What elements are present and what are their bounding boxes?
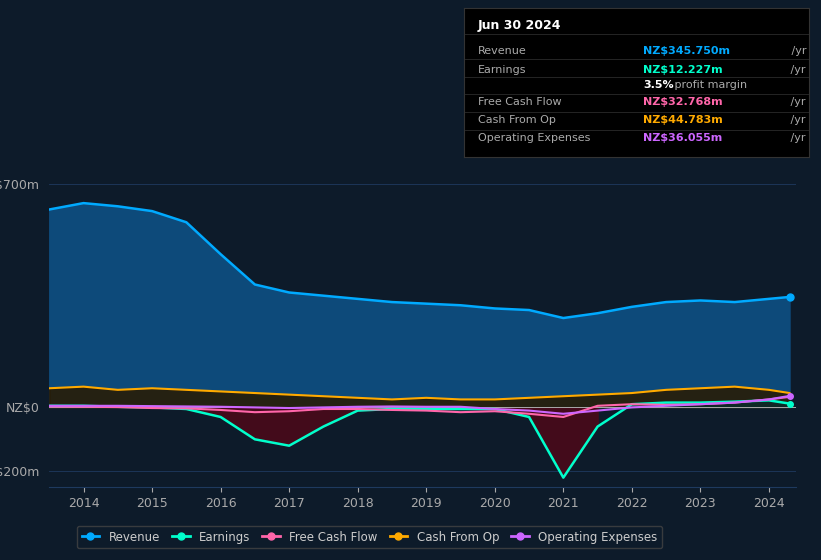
Text: 3.5%: 3.5% bbox=[643, 80, 674, 90]
Text: /yr: /yr bbox=[787, 97, 805, 108]
Text: Earnings: Earnings bbox=[478, 65, 526, 75]
Text: /yr: /yr bbox=[787, 133, 805, 143]
Text: Cash From Op: Cash From Op bbox=[478, 115, 556, 125]
Text: NZ$36.055m: NZ$36.055m bbox=[643, 133, 722, 143]
Text: Jun 30 2024: Jun 30 2024 bbox=[478, 19, 562, 32]
Text: NZ$32.768m: NZ$32.768m bbox=[643, 97, 722, 108]
Text: NZ$12.227m: NZ$12.227m bbox=[643, 65, 722, 75]
Text: Operating Expenses: Operating Expenses bbox=[478, 133, 590, 143]
Legend: Revenue, Earnings, Free Cash Flow, Cash From Op, Operating Expenses: Revenue, Earnings, Free Cash Flow, Cash … bbox=[77, 526, 662, 548]
Text: Revenue: Revenue bbox=[478, 45, 526, 55]
Text: profit margin: profit margin bbox=[671, 80, 747, 90]
Text: /yr: /yr bbox=[788, 45, 806, 55]
Text: Free Cash Flow: Free Cash Flow bbox=[478, 97, 562, 108]
Text: /yr: /yr bbox=[787, 65, 805, 75]
Text: NZ$345.750m: NZ$345.750m bbox=[643, 45, 730, 55]
Text: /yr: /yr bbox=[787, 115, 805, 125]
Text: NZ$44.783m: NZ$44.783m bbox=[643, 115, 723, 125]
